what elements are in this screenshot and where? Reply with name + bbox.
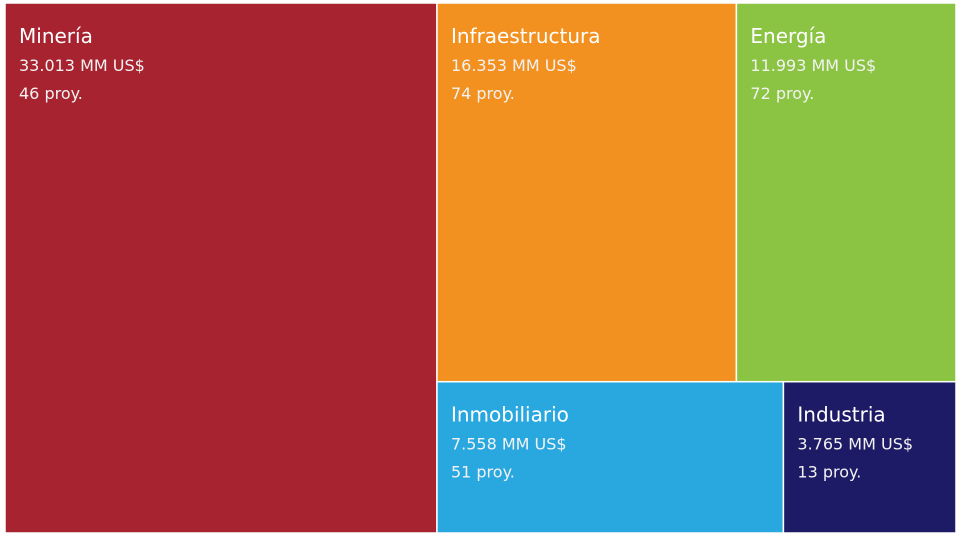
count-label: 72 proy. <box>750 84 814 103</box>
tile-name: Industria <box>797 403 885 427</box>
tile-name: Inmobiliario <box>451 403 569 427</box>
tile-name: Infraestructura <box>451 24 601 48</box>
tile <box>4 2 438 534</box>
value-label: 7.558 MM US$ <box>451 435 567 454</box>
value-label: 11.993 MM US$ <box>750 56 876 75</box>
count-label: 51 proy. <box>451 463 515 482</box>
tile-name: Minería <box>19 24 93 48</box>
tile <box>782 380 957 534</box>
value-label: 33.013 MM US$ <box>19 56 145 75</box>
value-label: 3.765 MM US$ <box>797 435 913 454</box>
count-label: 74 proy. <box>451 84 515 103</box>
value-label: 16.353 MM US$ <box>451 56 577 75</box>
count-label: 46 proy. <box>19 84 83 103</box>
tile-name: Energía <box>750 24 826 48</box>
tile <box>735 2 957 383</box>
tile <box>436 380 785 534</box>
count-label: 13 proy. <box>797 463 861 482</box>
tile <box>436 2 738 383</box>
